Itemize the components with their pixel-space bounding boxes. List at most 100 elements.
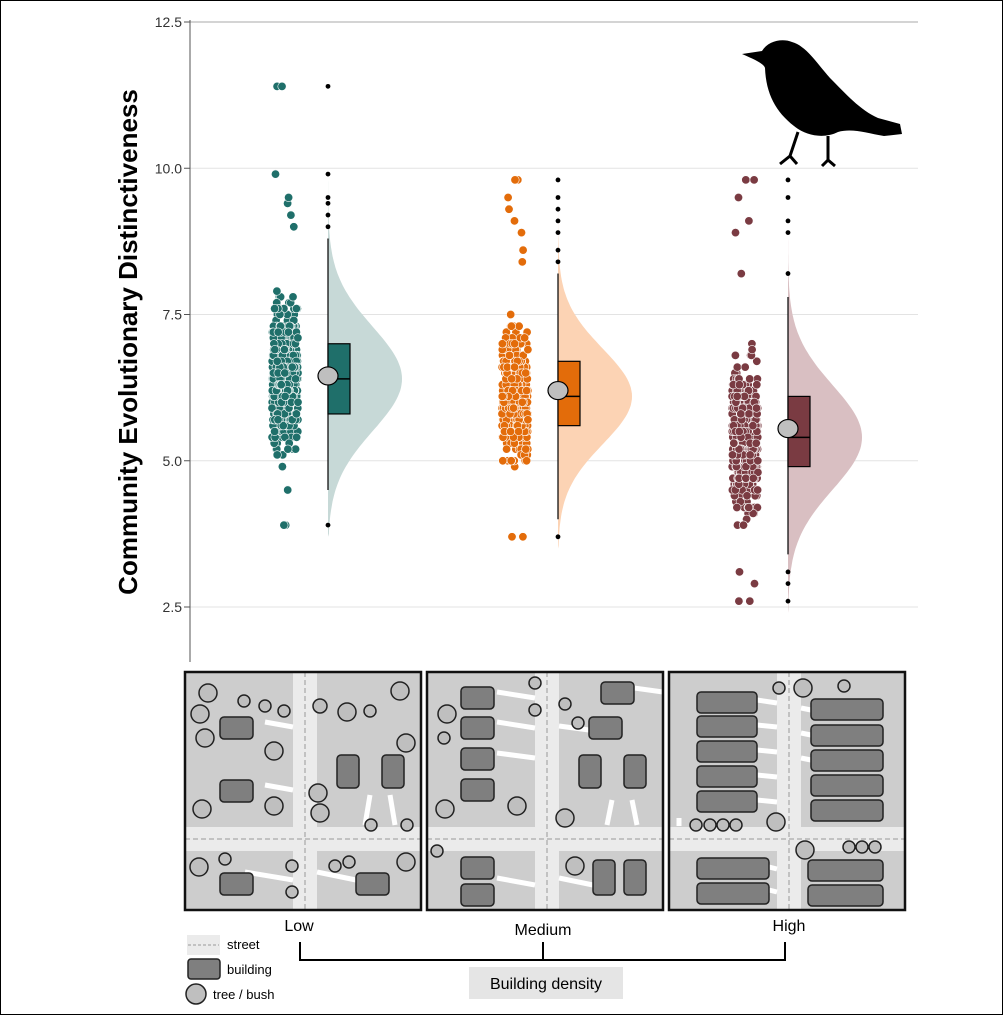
tree: [435, 799, 455, 819]
category-label-low: Low: [284, 918, 314, 935]
data-point: [518, 245, 528, 255]
data-point: [753, 456, 763, 466]
y-tick-label: 7.5: [163, 307, 183, 323]
data-point: [272, 450, 282, 460]
series-group: [267, 74, 862, 613]
raw-points: [727, 175, 763, 606]
tree: [528, 676, 542, 690]
data-point: [730, 350, 740, 360]
panel-medium: [425, 670, 665, 912]
data-point: [273, 415, 283, 425]
driveway: [496, 689, 536, 701]
tree: [363, 704, 377, 718]
data-point: [742, 491, 752, 501]
data-point: [293, 333, 303, 343]
building: [460, 856, 495, 880]
data-point: [291, 374, 301, 384]
building: [810, 698, 884, 721]
driveway: [800, 705, 812, 713]
data-point: [517, 397, 527, 407]
tree: [264, 796, 284, 816]
panel-border: [183, 670, 423, 912]
outlier-point: [325, 83, 331, 89]
series-high: [727, 168, 862, 613]
data-point: [740, 362, 750, 372]
driveway: [496, 875, 536, 888]
data-point: [747, 345, 757, 355]
data-point: [270, 426, 280, 436]
driveway: [244, 869, 294, 883]
tree: [507, 796, 527, 816]
tree: [190, 704, 210, 724]
data-point: [753, 467, 763, 477]
data-point: [510, 362, 520, 372]
data-point: [497, 339, 507, 349]
driveway: [558, 875, 594, 888]
density-cloud: [328, 74, 402, 537]
data-point: [510, 339, 520, 349]
driveway: [496, 750, 536, 761]
outlier-point: [785, 195, 791, 200]
data-point: [272, 356, 282, 366]
x-axis-title-box: [469, 967, 623, 999]
building: [219, 779, 254, 803]
outlier-point: [325, 212, 331, 218]
data-point: [280, 391, 290, 401]
outlier-point: [555, 247, 561, 253]
legend: street building tree / bush: [185, 935, 274, 1005]
driveway: [800, 730, 812, 738]
data-point: [521, 444, 531, 454]
data-point: [291, 409, 301, 419]
data-point: [752, 356, 762, 366]
tree: [195, 728, 215, 748]
data-point: [732, 502, 742, 512]
data-point: [278, 421, 288, 431]
tree: [396, 852, 416, 872]
data-point: [733, 193, 743, 203]
data-point: [283, 327, 293, 337]
driveway: [756, 797, 778, 805]
building: [588, 716, 623, 740]
outlier-point: [785, 271, 791, 276]
tree: [390, 681, 410, 701]
data-point: [287, 362, 297, 372]
data-point: [504, 350, 514, 360]
tree: [342, 855, 356, 869]
raw-points: [497, 175, 533, 542]
tree: [437, 704, 457, 724]
data-point: [498, 456, 508, 466]
tree: [766, 812, 786, 832]
data-point: [517, 257, 527, 267]
building: [810, 724, 884, 747]
tree: [842, 840, 856, 854]
street-vertical: [777, 672, 801, 910]
data-point: [277, 81, 287, 91]
building: [810, 799, 884, 822]
data-point: [736, 269, 746, 279]
data-point: [741, 175, 751, 185]
data-point: [291, 444, 301, 454]
data-point: [510, 175, 520, 185]
building: [696, 790, 758, 813]
data-point: [502, 444, 512, 454]
y-axis-title: Community Evolutionary Distinctiveness: [113, 89, 143, 595]
outlier-point: [555, 534, 561, 540]
data-point: [744, 502, 754, 512]
tree: [772, 681, 786, 695]
outlier-point: [555, 230, 561, 236]
data-point: [273, 327, 283, 337]
data-point: [503, 193, 513, 203]
outlier-point: [785, 218, 791, 224]
building: [807, 884, 884, 907]
data-point: [506, 309, 516, 319]
data-point: [744, 409, 754, 419]
y-tick-label: 12.5: [155, 14, 182, 30]
building: [810, 749, 884, 772]
tree: [400, 818, 414, 832]
outlier-point: [785, 569, 791, 575]
tree: [729, 818, 743, 832]
data-point: [279, 345, 289, 355]
data-point: [732, 362, 742, 372]
tree: [795, 840, 815, 860]
